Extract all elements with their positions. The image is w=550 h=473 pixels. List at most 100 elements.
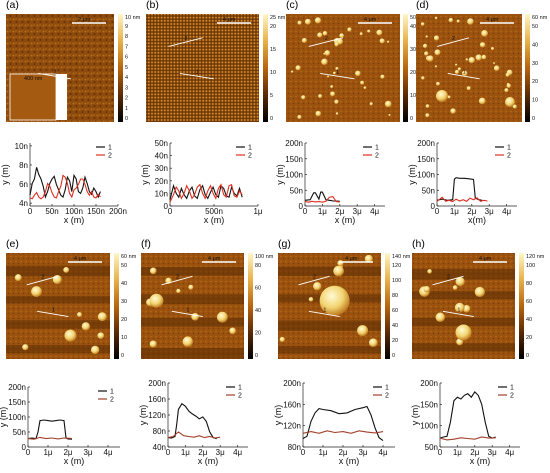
y-tick-label: 100n xyxy=(8,413,26,422)
y-axis-label: y (m) xyxy=(140,164,150,185)
colorbar-tick: 50 xyxy=(532,24,538,30)
colorbar-tick: 5 xyxy=(125,65,128,71)
afm-image xyxy=(286,14,400,122)
scale-bar-label: 4 μm xyxy=(208,256,221,262)
y-tick-label: 10n xyxy=(155,189,168,198)
island xyxy=(455,63,458,66)
profile-line-label: 1 xyxy=(196,69,199,75)
x-tick-label: 0 xyxy=(168,207,173,216)
island xyxy=(334,99,339,105)
profile-line-label: 2 xyxy=(176,274,179,280)
legend-label: 1 xyxy=(375,145,379,152)
island xyxy=(455,277,465,287)
x-tick-label: 1μ xyxy=(318,448,327,457)
x-axis-label: x (m) xyxy=(204,215,225,225)
island xyxy=(191,312,199,321)
x-tick-label: 3μ xyxy=(488,448,497,457)
colorbar-tick: 0 xyxy=(121,353,124,359)
colorbar-tick: 120 xyxy=(392,263,401,269)
island xyxy=(176,288,181,294)
island xyxy=(475,54,482,61)
terrace-stripe xyxy=(412,269,515,280)
island xyxy=(481,54,487,60)
terrace-stripe xyxy=(278,266,381,277)
island xyxy=(493,65,500,72)
profile-line-1 xyxy=(171,310,203,318)
island xyxy=(504,88,509,93)
island xyxy=(97,312,107,322)
series-line-2 xyxy=(27,436,73,440)
x-tick-label: 1μ xyxy=(450,207,459,216)
island xyxy=(447,95,451,99)
island xyxy=(369,102,373,106)
island xyxy=(149,267,157,275)
island xyxy=(388,113,391,117)
colorbar-unit: 10 nm xyxy=(125,15,141,21)
colorbar-tick: 30 xyxy=(410,47,416,53)
island xyxy=(380,74,385,79)
island xyxy=(188,284,194,290)
island xyxy=(327,75,330,78)
island xyxy=(317,32,323,38)
island xyxy=(297,20,302,25)
y-tick-label: 150n xyxy=(420,400,438,409)
colorbar-tick: 0 xyxy=(125,116,128,122)
x-axis-label: x (m) xyxy=(64,215,85,225)
x-tick-label: 150n xyxy=(87,207,105,216)
colorbar-tick: 20 xyxy=(255,331,261,337)
colorbar xyxy=(248,253,253,359)
y-tick-label: 0 xyxy=(431,202,436,211)
colorbar-tick: 0 xyxy=(392,353,395,359)
island xyxy=(97,332,105,339)
afm-panel-a: (a) 400 nm 1 2 μm 10 nm 9 8 7 6 5 4 3 2 1 0 xyxy=(6,0,141,122)
legend-label: 2 xyxy=(238,393,242,400)
island xyxy=(360,80,365,85)
x-tick-label: 3μ xyxy=(485,207,494,216)
legend-label: 1 xyxy=(108,145,112,152)
y-axis-label: y (m) xyxy=(275,164,285,185)
profile-line-label: 1 xyxy=(463,69,466,75)
island xyxy=(505,72,510,77)
y-tick-label: 50n xyxy=(290,186,303,195)
colorbar-tick: 100 xyxy=(392,278,401,284)
legend-label: 2 xyxy=(507,153,511,160)
colorbar-tick: 9 xyxy=(125,24,128,30)
scale-bar-label: 2 μm xyxy=(78,17,91,23)
x-axis-label: x (m) xyxy=(339,456,360,466)
terrace-stripe xyxy=(412,291,515,300)
series-line-1 xyxy=(302,405,384,442)
island xyxy=(291,70,294,73)
island xyxy=(452,285,458,290)
island xyxy=(427,269,432,274)
y-tick-label: 150n xyxy=(8,398,26,407)
legend-label: 1 xyxy=(510,385,514,392)
x-tick-label: 1μ xyxy=(43,448,52,457)
colorbar-unit: 60 nm xyxy=(532,15,548,21)
afm-panel-d: (d) 1 2 4 μm 60 nm 50 40 30 20 10 0 xyxy=(416,0,548,122)
island xyxy=(423,286,430,293)
profile-line-label: 2 xyxy=(452,36,455,42)
island xyxy=(363,86,367,90)
legend-label: 1 xyxy=(238,385,242,392)
y-tick-label: 10n xyxy=(15,142,28,151)
series-line-2 xyxy=(302,430,384,434)
profile-line-label: 2 xyxy=(184,36,187,42)
island xyxy=(149,340,157,348)
y-tick-label: 50n xyxy=(13,428,26,437)
island xyxy=(420,22,425,26)
profile-line-label: 2 xyxy=(447,274,450,280)
series-line-1 xyxy=(29,167,101,199)
colorbar-tick: 10 xyxy=(270,70,276,76)
x-axis-label: x(m) xyxy=(468,215,486,225)
island xyxy=(315,110,322,117)
inset-scale-label: 400 nm xyxy=(24,76,43,82)
x-tick-label: 2μ xyxy=(198,448,207,457)
island xyxy=(367,29,371,33)
colorbar-tick: 15 xyxy=(270,47,276,53)
island xyxy=(321,58,328,66)
profile-line-label: 1 xyxy=(457,307,460,313)
x-tick-label: 200n xyxy=(109,207,127,216)
large-island xyxy=(455,324,472,341)
afm-panel-h: (h) 1 2 4 μm 120 nm 100 80 60 40 20 0 xyxy=(412,238,545,359)
legend-label: 2 xyxy=(510,393,514,400)
